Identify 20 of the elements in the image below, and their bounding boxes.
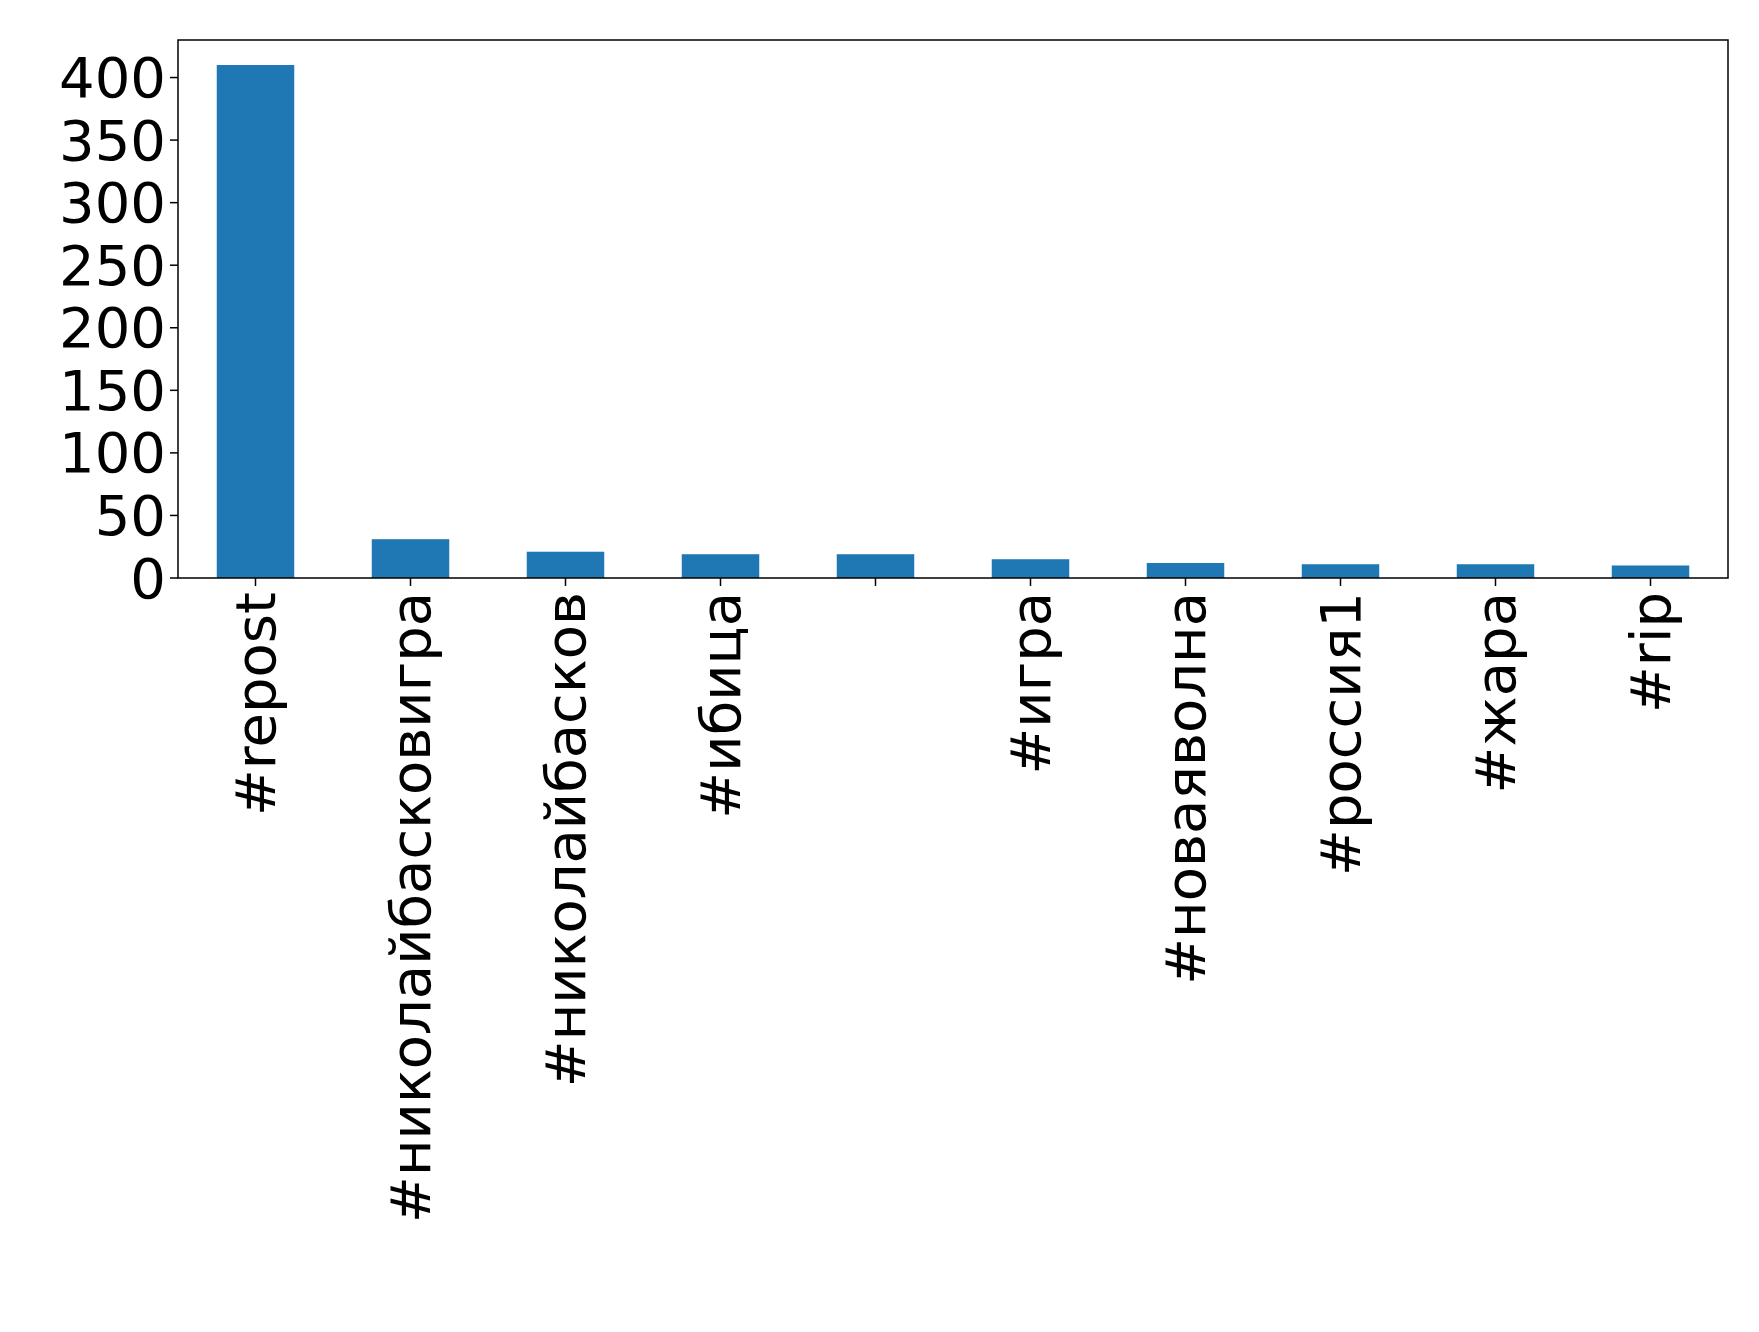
bar	[1146, 562, 1225, 578]
x-tick-label: #repost	[223, 592, 289, 817]
x-tick-label: #николайбасков	[533, 592, 599, 1088]
bar	[991, 559, 1070, 578]
bar	[216, 65, 295, 578]
x-tick-label: #николайбасковигра	[378, 592, 444, 1223]
bar	[1301, 564, 1380, 578]
bar	[681, 554, 760, 578]
x-tick-label: #новаяволна	[1153, 592, 1219, 985]
bar	[1456, 564, 1535, 578]
y-tick-label: 100	[59, 420, 166, 486]
bar	[1611, 565, 1690, 578]
x-tick-label: #rip	[1618, 592, 1684, 714]
x-tick-label: #россия1	[1308, 592, 1374, 877]
x-tick-label: #жара	[1463, 592, 1529, 794]
bar	[836, 554, 915, 578]
x-tick-label: #ибица	[688, 592, 754, 819]
bar	[526, 551, 605, 578]
bar	[371, 539, 450, 578]
x-tick-label: #игра	[998, 592, 1064, 775]
